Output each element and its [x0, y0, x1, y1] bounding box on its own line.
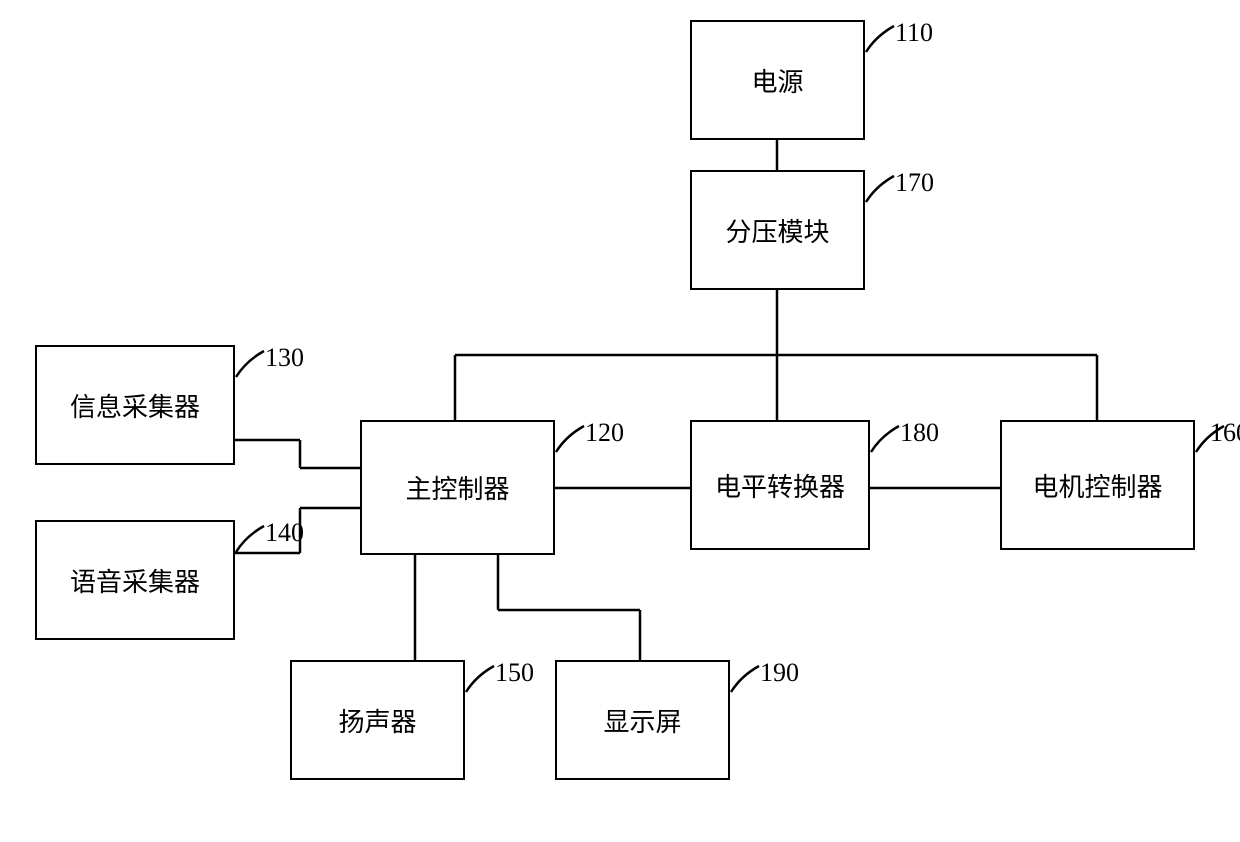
- block-label: 电源: [751, 62, 803, 99]
- ref-arc: [232, 347, 268, 383]
- ref-label: 190: [760, 658, 799, 688]
- block-n170: 分压模块: [690, 170, 865, 290]
- block-label: 显示屏: [603, 702, 681, 739]
- ref-label: 170: [895, 168, 934, 198]
- ref-label: 120: [585, 418, 624, 448]
- ref-label: 160: [1210, 418, 1240, 448]
- ref-arc: [727, 662, 763, 698]
- ref-arc: [862, 22, 898, 58]
- block-n110: 电源: [690, 20, 865, 140]
- block-label: 电平转换器: [715, 467, 845, 504]
- block-n130: 信息采集器: [35, 345, 235, 465]
- block-n160: 电机控制器: [1000, 420, 1195, 550]
- ref-label: 180: [900, 418, 939, 448]
- ref-arc: [552, 422, 588, 458]
- ref-arc: [867, 422, 903, 458]
- block-n120: 主控制器: [360, 420, 555, 555]
- block-n180: 电平转换器: [690, 420, 870, 550]
- ref-arc: [232, 522, 268, 558]
- block-diagram: 电源 110 分压模块 170 信息采集器 130 语音采集器 140 主控制器 120 电平转换器…: [0, 0, 1240, 842]
- block-label: 主控制器: [405, 469, 509, 506]
- block-label: 扬声器: [338, 702, 416, 739]
- ref-arc: [862, 172, 898, 208]
- ref-arc: [462, 662, 498, 698]
- block-label: 分压模块: [725, 212, 829, 249]
- block-label: 电机控制器: [1032, 467, 1162, 504]
- ref-label: 110: [895, 18, 933, 48]
- block-n140: 语音采集器: [35, 520, 235, 640]
- ref-label: 140: [265, 518, 304, 548]
- block-n190: 显示屏: [555, 660, 730, 780]
- ref-label: 130: [265, 343, 304, 373]
- block-n150: 扬声器: [290, 660, 465, 780]
- ref-label: 150: [495, 658, 534, 688]
- block-label: 信息采集器: [70, 387, 200, 424]
- block-label: 语音采集器: [70, 562, 200, 599]
